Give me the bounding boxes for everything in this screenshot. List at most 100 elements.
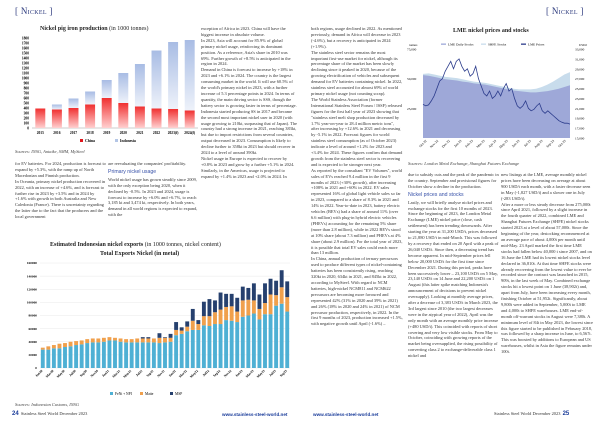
x-tick-label: Mar20	[45, 369, 55, 379]
right-text-col-right: new listings at the LME, average monthly…	[501, 172, 593, 410]
bar-matte	[79, 340, 84, 345]
legend-swatch	[170, 392, 173, 395]
bar-feni-npi	[224, 320, 229, 368]
bar-matte	[124, 339, 129, 343]
npi-chart-title: Nickel pig iron production (in 1000 tonn…	[40, 26, 149, 32]
legend-swatch	[140, 392, 143, 395]
lme-chart-svg: tonnes USD/t 75,000 50,000 25,000 33,000 31,00…	[407, 43, 587, 150]
y-tick-label: 800	[24, 86, 30, 90]
bar-matte	[285, 297, 290, 312]
bar-china	[184, 110, 195, 128]
bar-matte	[168, 337, 173, 342]
bar-feni-npi	[74, 345, 79, 368]
left-text-col-a: for EV batteries. For 2024, production i…	[15, 161, 107, 237]
bar-feni-npi	[68, 346, 73, 368]
npi-production-chart: Nickel pig iron production (in 1000 tonn…	[10, 24, 200, 149]
bar-feni-npi	[51, 348, 56, 368]
lme-chart-source: Sources: London Metal Exchange, Shanghai…	[408, 161, 520, 166]
bar-matte	[90, 338, 95, 343]
bar-msp	[285, 281, 290, 298]
y-tick-label: 80000	[29, 314, 38, 318]
paragraph: Lastly, we will briefly analyse nickel p…	[408, 199, 493, 211]
bar-feni-npi	[57, 348, 62, 368]
x-tick-label: Nov20	[90, 369, 100, 379]
y-tick-label: 600	[24, 96, 30, 100]
bar-matte	[279, 287, 284, 304]
bar-matte	[85, 339, 90, 344]
paragraph: World nickel usage has grown steadily si…	[108, 176, 198, 218]
bar-feni-npi	[279, 303, 284, 368]
x-tick-label: 2022	[153, 131, 160, 135]
paragraph: for EV batteries. For 2024, production i…	[15, 161, 106, 178]
legend-label: FeNi + NPI	[115, 392, 133, 396]
x-tick-label: Jan21	[101, 369, 110, 378]
bar-matte	[51, 345, 56, 349]
bar-matte	[235, 311, 240, 323]
bar-msp	[274, 280, 279, 296]
legend-swatch	[441, 43, 446, 45]
y-tick-label: 60000	[29, 327, 38, 331]
bar-msp	[257, 294, 262, 309]
x-tick-label: Mar21	[112, 369, 122, 379]
bar-msp	[190, 308, 195, 321]
y-tick-label: 0	[35, 366, 37, 370]
x-tick-label: Sep22	[212, 369, 221, 378]
y-tick-label: 120000	[27, 287, 37, 291]
bar-feni-npi	[46, 349, 51, 368]
x-tick-label: 2016	[53, 131, 60, 135]
bar-msp	[263, 283, 267, 304]
bar-china	[85, 104, 96, 128]
x-tick-label: Jan20	[35, 369, 44, 378]
right-footer: Stainless Steel World December 2023 25	[494, 411, 569, 417]
bar-feni-npi	[185, 331, 190, 368]
bar-matte	[146, 338, 151, 343]
bar-matte	[179, 330, 184, 334]
paragraph: Demand in China is forecast to increase …	[201, 67, 297, 108]
bar-msp	[196, 320, 201, 325]
website-link-right[interactable]: www.stainless-steel-world.net	[313, 412, 379, 417]
left-footer: 24 Stainless Steel World December 2023	[12, 411, 87, 417]
right-tick-label: 17,000	[575, 127, 585, 132]
lme-chart-title: LME nickel prices and stocks	[453, 28, 529, 34]
bar-indonesia	[51, 104, 62, 110]
bar-msp	[207, 299, 212, 317]
x-tick-label: Mar23	[245, 369, 255, 379]
bar-msp	[229, 293, 234, 307]
bar-china	[151, 108, 162, 128]
x-tick-label: 2019	[103, 131, 110, 135]
bar-feni-npi	[274, 305, 279, 368]
website-link-left[interactable]: www.stainless-steel-world.net	[222, 412, 288, 417]
bar-matte	[246, 299, 251, 316]
bar-indonesia	[168, 42, 179, 109]
x-tick-label: 2015	[37, 131, 44, 135]
x-tick-label: 2023(f)	[168, 131, 180, 135]
bar-msp	[246, 287, 251, 300]
x-tick-label: Feb-23	[464, 139, 474, 149]
x-tick-label: Jul23	[268, 369, 277, 378]
bar-matte	[224, 306, 229, 321]
bar-feni-npi	[146, 342, 151, 368]
x-tick-label: Mar22	[178, 369, 188, 379]
bar-feni-npi	[79, 344, 84, 368]
y-tick-label: 400	[24, 106, 30, 110]
x-tick-label: Jul-23	[523, 139, 532, 148]
y-tick-label: 20000	[29, 353, 38, 357]
exports-chart-svg: 0 20000 40000 60000 80000 100000 120000 140000 1…	[27, 261, 290, 396]
magazine-issue-left: Stainless Steel World December 2023	[20, 411, 88, 416]
bar-msp	[146, 337, 151, 339]
bar-feni-npi	[246, 315, 251, 368]
legend-swatch	[115, 139, 118, 142]
paragraph: both regions, usage declined in 2022. As…	[311, 26, 402, 49]
bar-matte	[190, 320, 195, 330]
bar-indonesia	[118, 73, 129, 103]
x-tick-label: Nov21	[156, 369, 166, 379]
right-axis-label: USD/t	[579, 43, 587, 47]
bar-feni-npi	[40, 349, 45, 368]
bar-matte	[140, 338, 145, 343]
bar-matte	[218, 309, 223, 325]
x-tick-label: Jul21	[135, 369, 144, 378]
bar-indonesia	[151, 50, 162, 109]
npi-chart-source: Sources: INSG, Antaike, SMM, MySteel	[15, 149, 85, 154]
x-tick-label: Aug-23	[533, 139, 543, 149]
bar-matte	[74, 341, 79, 346]
